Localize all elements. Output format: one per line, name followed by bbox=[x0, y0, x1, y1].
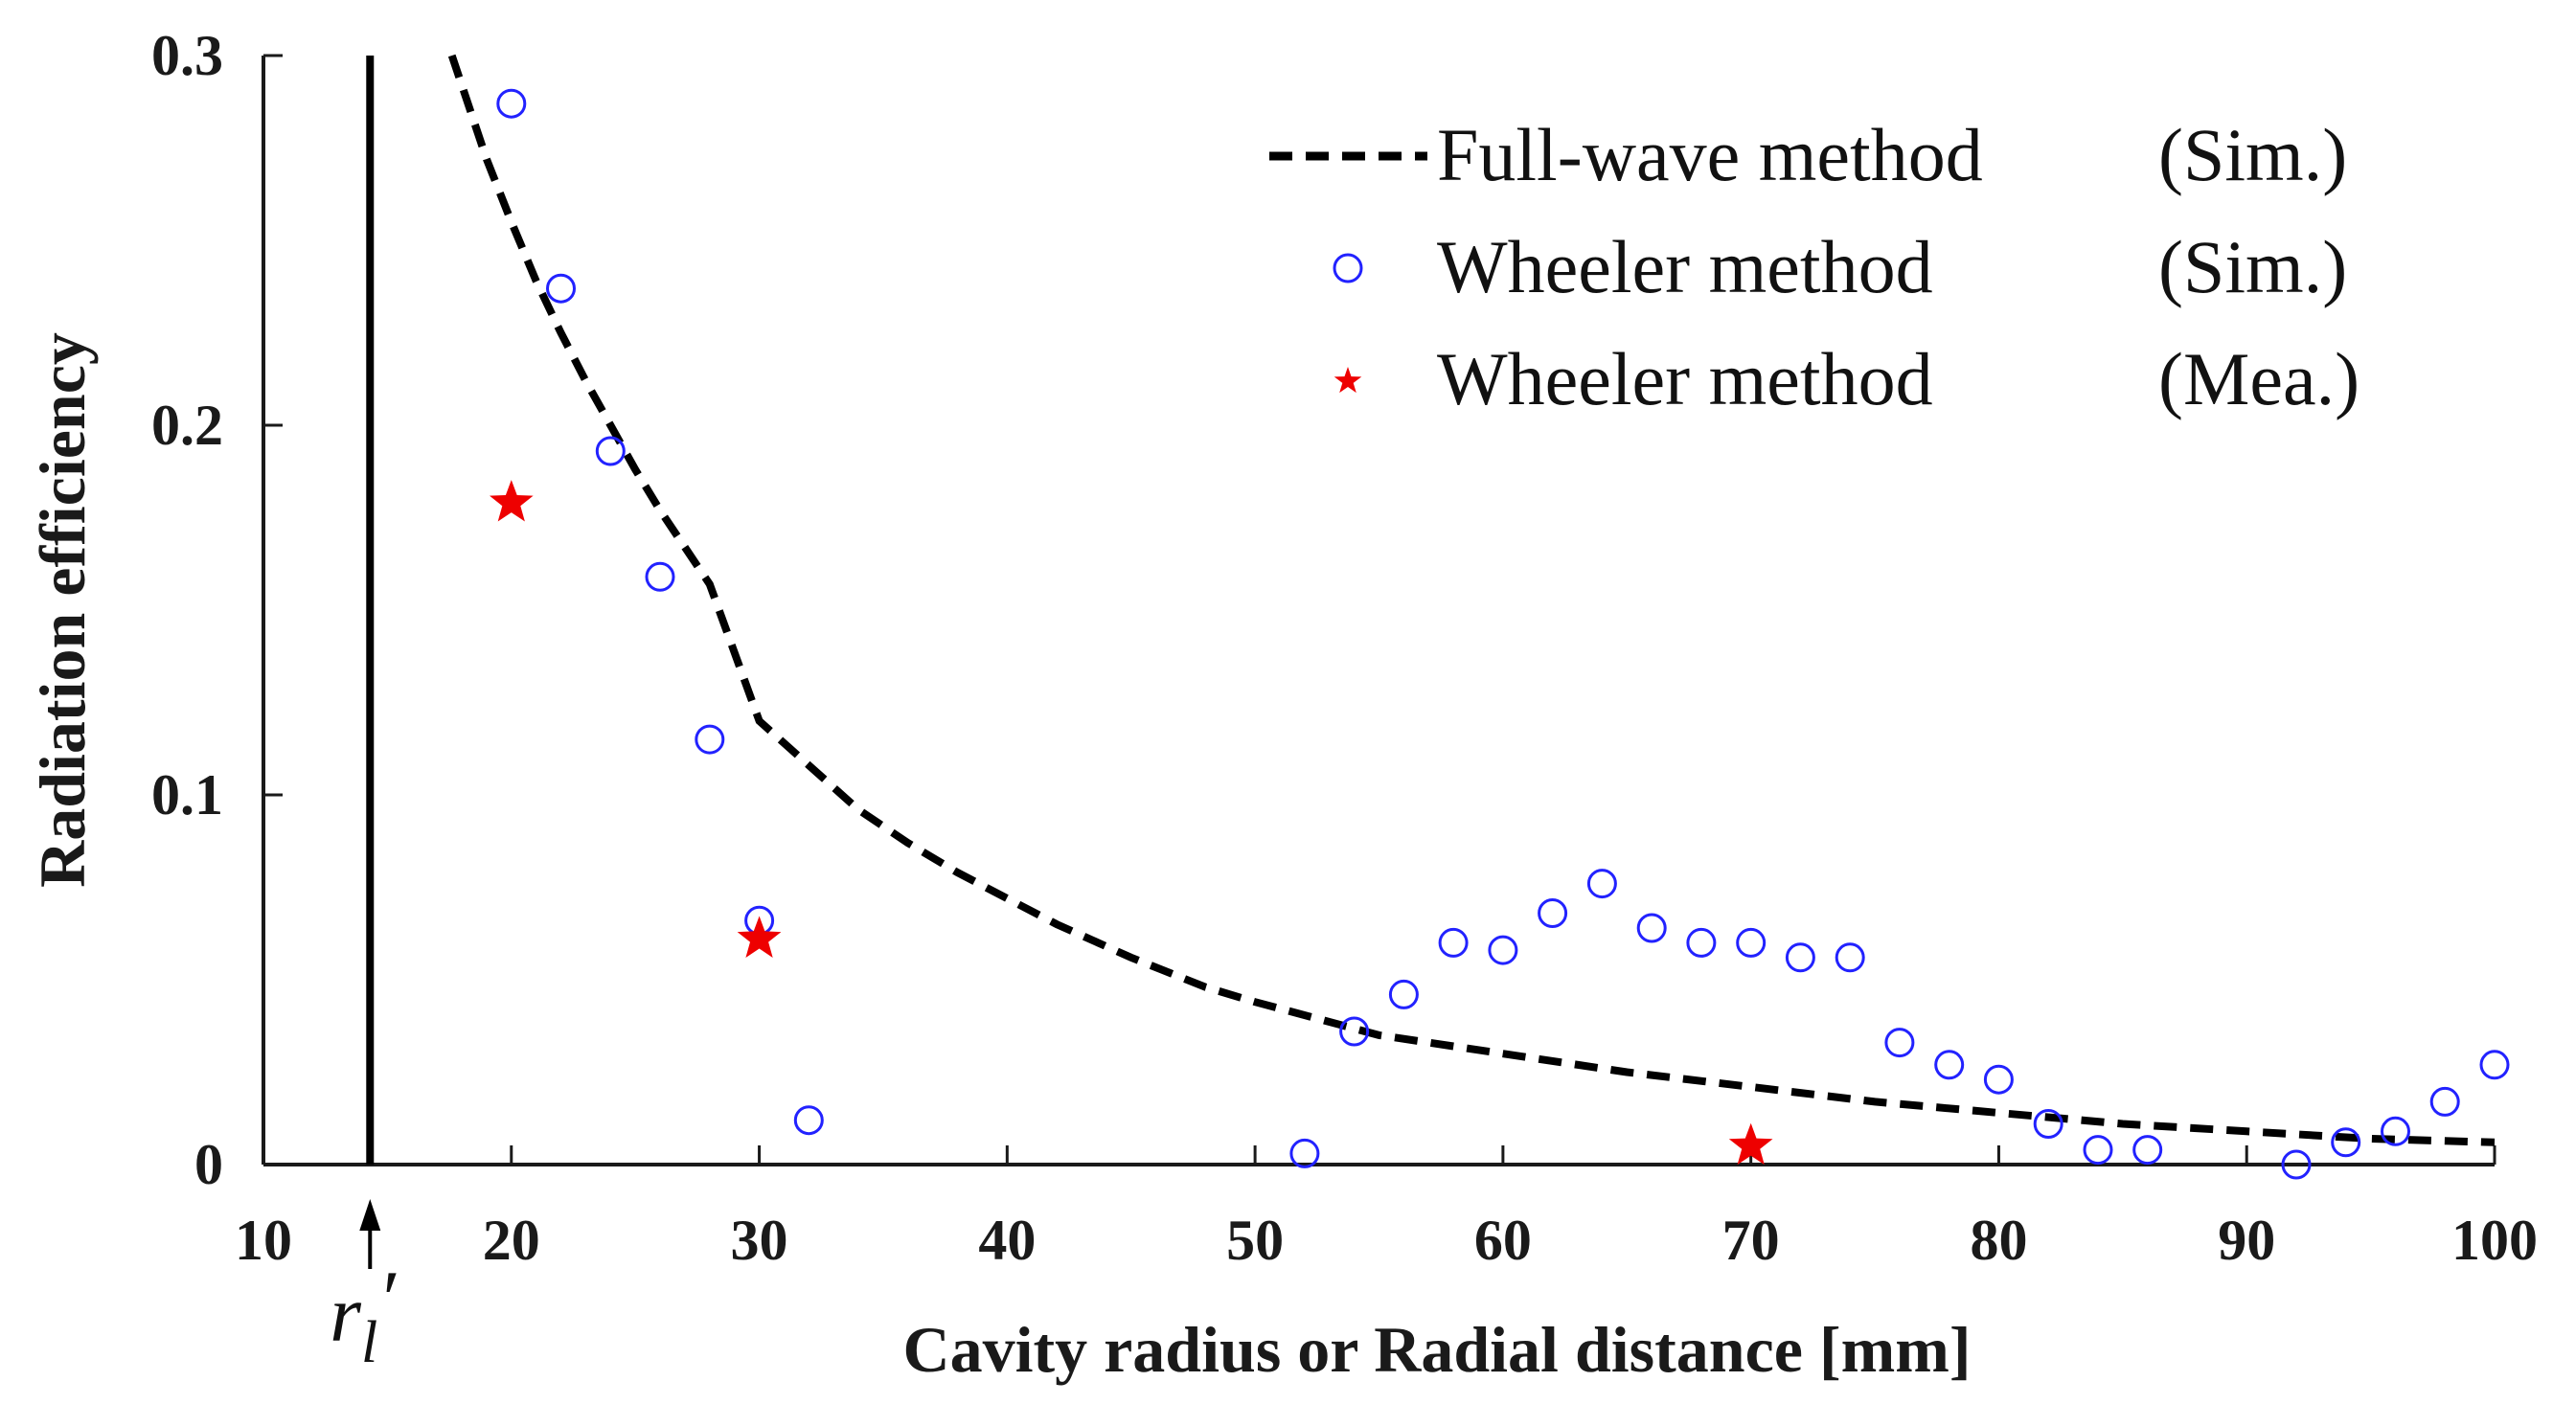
data-point-wheeler-sim bbox=[1488, 935, 1518, 965]
x-tick-label: 70 bbox=[1722, 1209, 1780, 1272]
reference-label-sub: l bbox=[361, 1310, 377, 1375]
x-axis-title: Cavity radius or Radial distance [mm] bbox=[902, 1313, 1971, 1386]
data-point-wheeler-sim bbox=[1636, 913, 1667, 943]
legend-tag-wheeler-sim: (Sim.) bbox=[2158, 225, 2347, 308]
legend-swatch-wheeler-sim bbox=[1333, 253, 1363, 283]
x-tick-label: 30 bbox=[731, 1209, 788, 1272]
data-point-wheeler-sim bbox=[595, 436, 626, 466]
legend-tag-wheeler-mea: (Mea.) bbox=[2158, 337, 2359, 420]
data-point-wheeler-sim bbox=[2479, 1050, 2510, 1080]
data-point-wheeler-sim bbox=[1884, 1028, 1915, 1058]
x-tick-label: 60 bbox=[1474, 1209, 1532, 1272]
axes bbox=[262, 56, 2495, 1166]
data-point-wheeler-sim bbox=[1934, 1050, 1965, 1080]
data-point-wheeler-sim bbox=[2381, 1116, 2410, 1146]
reference-line-group: rl′ bbox=[330, 56, 397, 1375]
legend-label-wheeler-mea: Wheeler method bbox=[1437, 337, 1933, 420]
y-tick-label: 0.1 bbox=[151, 763, 223, 827]
data-point-wheeler-sim bbox=[1785, 942, 1815, 973]
data-point-wheeler-sim bbox=[1686, 927, 1717, 958]
data-point-wheeler-sim bbox=[1835, 942, 1865, 973]
data-point-wheeler-sim bbox=[2033, 1109, 2063, 1139]
data-point-wheeler-sim bbox=[645, 561, 675, 592]
reference-label-main: r bbox=[330, 1270, 361, 1359]
data-point-wheeler-sim bbox=[1438, 927, 1469, 958]
data-point-wheeler-sim bbox=[1983, 1064, 2014, 1095]
data-point-wheeler-sim bbox=[1289, 1138, 1320, 1168]
data-point-wheeler-sim bbox=[1339, 1016, 1370, 1047]
x-tick-label: 90 bbox=[2218, 1209, 2275, 1272]
plot-area bbox=[447, 54, 2510, 1180]
data-point-wheeler-sim bbox=[496, 88, 527, 119]
x-tick-label: 10 bbox=[235, 1209, 292, 1272]
data-point-wheeler-sim bbox=[2429, 1086, 2460, 1117]
x-tick-label: 40 bbox=[978, 1209, 1036, 1272]
x-tick-label: 20 bbox=[483, 1209, 540, 1272]
data-point-wheeler-sim bbox=[1586, 869, 1617, 899]
legend-label-wheeler-sim: Wheeler method bbox=[1437, 225, 1933, 308]
data-point-wheeler-mea bbox=[737, 916, 782, 958]
x-tick-label: 50 bbox=[1226, 1209, 1284, 1272]
reference-arrow-icon bbox=[359, 1199, 381, 1231]
legend: Full-wave method (Sim.) Wheeler method (… bbox=[1269, 113, 2359, 420]
data-point-wheeler-sim bbox=[695, 724, 725, 755]
x-tick-label: 80 bbox=[1970, 1209, 2027, 1272]
reference-label: rl′ bbox=[330, 1255, 397, 1375]
legend-label-fullwave: Full-wave method bbox=[1437, 113, 1983, 196]
x-tick-label: 100 bbox=[2451, 1209, 2538, 1272]
y-tick-label: 0.2 bbox=[151, 394, 223, 457]
legend-swatch-wheeler-mea bbox=[1334, 367, 1362, 394]
reference-label-prime: ′ bbox=[377, 1255, 397, 1344]
y-tick-label: 0.3 bbox=[151, 24, 223, 87]
data-point-wheeler-sim bbox=[2083, 1135, 2113, 1166]
legend-tag-fullwave: (Sim.) bbox=[2158, 113, 2347, 196]
data-point-wheeler-sim bbox=[2281, 1149, 2312, 1180]
series-line-fullwave bbox=[447, 54, 2496, 1146]
data-point-wheeler-sim bbox=[793, 1105, 824, 1136]
data-point-wheeler-mea bbox=[1728, 1122, 1773, 1166]
data-point-wheeler-sim bbox=[2331, 1127, 2361, 1158]
data-point-wheeler-sim bbox=[1538, 898, 1568, 928]
data-point-wheeler-mea bbox=[490, 480, 534, 522]
ticks: 10 20 30 40 50 60 70 80 90 100 0 0.1 0.2 0.3 bbox=[151, 24, 2538, 1272]
y-axis-title: Radiation efficiency bbox=[26, 332, 99, 888]
data-point-wheeler-sim bbox=[2132, 1135, 2163, 1166]
data-point-wheeler-sim bbox=[546, 273, 576, 304]
y-tick-label: 0 bbox=[194, 1133, 223, 1196]
data-point-wheeler-sim bbox=[1736, 927, 1767, 958]
data-point-wheeler-sim bbox=[1388, 979, 1419, 1009]
